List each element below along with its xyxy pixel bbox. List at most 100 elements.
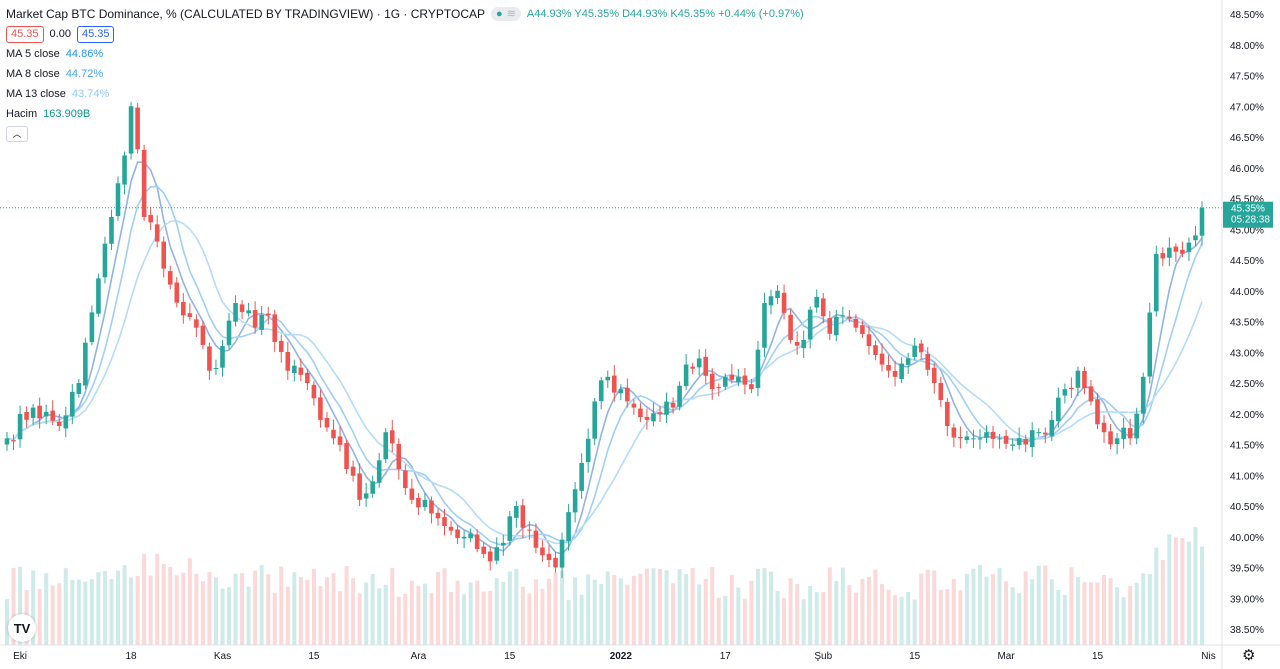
time-tick-label: Mar bbox=[997, 651, 1015, 662]
candle-body bbox=[1088, 386, 1094, 402]
volume-bar bbox=[638, 573, 643, 645]
price-tick-label: 42.00% bbox=[1230, 410, 1264, 421]
candle-body bbox=[540, 547, 545, 556]
gear-icon[interactable]: ⚙ bbox=[1242, 647, 1256, 664]
candle-body bbox=[834, 316, 839, 336]
time-tick-label: 18 bbox=[126, 651, 138, 662]
volume-bar bbox=[5, 599, 9, 645]
volume-bar bbox=[344, 566, 349, 645]
candle-body bbox=[990, 431, 996, 439]
volume-bar bbox=[507, 571, 512, 645]
volume-bar bbox=[298, 577, 303, 645]
volume-bar bbox=[964, 573, 969, 645]
volume-bar bbox=[1036, 565, 1041, 645]
volume-bar bbox=[50, 585, 55, 645]
candle-body bbox=[1173, 246, 1179, 252]
volume-bar bbox=[422, 583, 427, 645]
price-axis[interactable]: 48.50% 48.00% 47.50% 47.00% 46.50% 46.00% 45.5… bbox=[1230, 10, 1264, 636]
volume-bar bbox=[403, 593, 408, 645]
candle-body bbox=[76, 383, 82, 395]
volume-bar bbox=[83, 581, 88, 645]
volume-bar bbox=[755, 568, 760, 645]
candle-body bbox=[370, 481, 375, 494]
candle-body bbox=[625, 387, 630, 402]
candle-body bbox=[664, 401, 669, 415]
candle-body bbox=[788, 314, 793, 340]
symbol-title[interactable]: Market Cap BTC Dominance, % (CALCULATED … bbox=[6, 7, 486, 21]
indicator-ma13[interactable]: MA 13 close 43.74% bbox=[6, 84, 804, 104]
candle-body bbox=[827, 318, 833, 334]
time-tick-label: Şub bbox=[814, 651, 832, 662]
legend-collapse-row: ︿ bbox=[6, 124, 804, 144]
candle-body bbox=[1010, 444, 1015, 446]
volume-bar bbox=[951, 579, 956, 645]
candle-body bbox=[154, 224, 160, 242]
candle-body bbox=[579, 462, 584, 491]
volume-bar bbox=[671, 583, 676, 645]
volume-bar bbox=[501, 581, 506, 645]
volume-bar bbox=[631, 575, 636, 645]
bid-price[interactable]: 45.35 bbox=[6, 25, 44, 43]
price-tick-label: 42.50% bbox=[1230, 379, 1264, 390]
volume-bar bbox=[893, 595, 898, 645]
volume-bar bbox=[311, 568, 316, 645]
candle-body bbox=[422, 499, 428, 508]
candle-body bbox=[677, 385, 682, 407]
time-tick-label: 15 bbox=[1092, 651, 1104, 662]
candle-body bbox=[17, 413, 23, 440]
volume-bar bbox=[37, 588, 42, 645]
candle-body bbox=[814, 296, 820, 308]
time-tick-label: Eki bbox=[13, 651, 27, 662]
volume-bar bbox=[279, 566, 284, 645]
candle-body bbox=[37, 405, 42, 419]
candle-body bbox=[958, 437, 963, 439]
volume-bar bbox=[370, 573, 375, 645]
candle-body bbox=[1062, 389, 1068, 396]
candle-body bbox=[709, 373, 715, 390]
candle-body bbox=[696, 358, 702, 368]
volume-bar bbox=[1167, 534, 1172, 645]
indicator-volume[interactable]: Hacim 163.909B bbox=[6, 104, 804, 124]
volume-bar bbox=[494, 578, 499, 645]
ask-price[interactable]: 45.35 bbox=[76, 25, 115, 43]
candle-body bbox=[585, 438, 591, 463]
indicator-value: 44.72% bbox=[65, 68, 104, 80]
volume-bar bbox=[605, 571, 610, 645]
volume-bar bbox=[716, 597, 721, 645]
candle-body bbox=[43, 411, 49, 417]
candle-body bbox=[905, 358, 911, 365]
candle-body bbox=[742, 375, 748, 385]
volume-bar bbox=[102, 570, 107, 645]
candle-body bbox=[925, 353, 931, 370]
candle-body bbox=[174, 282, 180, 303]
volume-bar bbox=[932, 570, 937, 645]
volume-bar bbox=[827, 567, 832, 645]
candle-body bbox=[455, 529, 460, 539]
volume-bar bbox=[618, 578, 623, 645]
candle-body bbox=[1023, 439, 1028, 445]
status-toggle[interactable]: ● ≋ bbox=[491, 7, 521, 21]
candle-body bbox=[977, 438, 983, 440]
volume-bar bbox=[1180, 538, 1185, 645]
candle-body bbox=[461, 536, 467, 539]
volume-bar bbox=[801, 599, 806, 645]
volume-bar bbox=[664, 570, 669, 645]
time-axis[interactable]: Eki18Kas15Ara15202217Şub15Mar15Nis15May1… bbox=[13, 651, 1280, 662]
candle-body bbox=[429, 500, 434, 514]
volume-bar bbox=[246, 586, 251, 645]
indicator-ma5[interactable]: MA 5 close 44.86% bbox=[6, 44, 804, 64]
volume-bar bbox=[1134, 582, 1139, 645]
candle-body bbox=[638, 408, 643, 418]
tradingview-logo[interactable]: TV bbox=[8, 614, 36, 642]
volume-bar bbox=[1186, 541, 1191, 645]
volume-bar bbox=[1199, 546, 1204, 645]
indicator-label: MA 5 close bbox=[6, 48, 60, 60]
volume-bar bbox=[1049, 579, 1054, 645]
volume-bar bbox=[442, 568, 447, 645]
candle-body bbox=[468, 533, 473, 539]
indicator-ma8[interactable]: MA 8 close 44.72% bbox=[6, 64, 804, 84]
volume-bar bbox=[462, 594, 467, 645]
candle-body bbox=[931, 367, 937, 383]
collapse-legend-icon[interactable]: ︿ bbox=[6, 126, 28, 142]
